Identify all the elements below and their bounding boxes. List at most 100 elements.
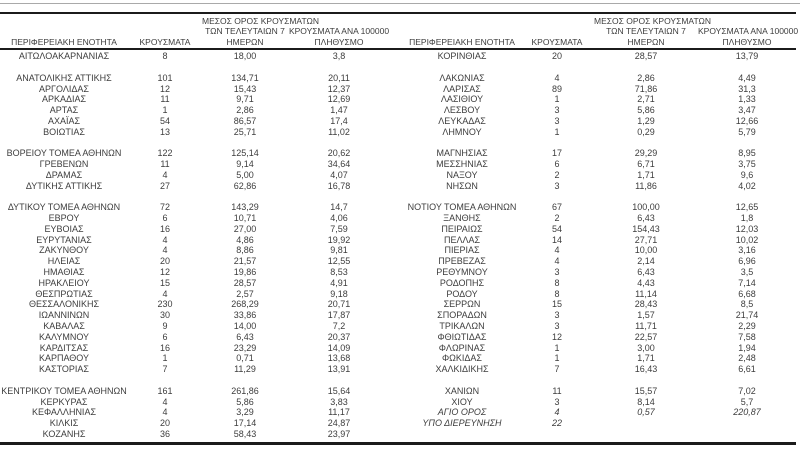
table-row: ΠΕΙΡΑΙΩΣ 54 154,43 12,03 (404, 224, 796, 235)
spacer-row (404, 191, 796, 202)
table-row: ΝΑΞΟΥ 2 1,71 9,6 (404, 170, 796, 181)
region-cell: ΝΟΤΙΟΥ ΤΟΜΕΑ ΑΘΗΝΩΝ (407, 202, 517, 213)
table-row: ΠΡΕΒΕΖΑΣ 4 2,14 6,96 (404, 256, 796, 267)
cases-cell: 54 (551, 223, 562, 234)
avg7-cell: 22,57 (634, 331, 658, 342)
column-header-cases-label: ΚΡΟΥΣΜΑΤΑ (531, 36, 583, 47)
cases-cell: 3 (554, 267, 560, 278)
per100k-cell: 4,49 (738, 72, 756, 83)
region-cell: ΕΒΡΟΥ (48, 213, 80, 224)
table-row: ΑΙΤΩΛΟΑΚΑΡΝΑΝΙΑΣ 8 18,00 3,8 (0, 51, 390, 62)
cases-cell: 15 (551, 299, 562, 310)
cases-cell: 3 (554, 105, 560, 116)
per100k-cell (288, 375, 390, 386)
region-cell: ΦΩΚΙΔΑΣ (442, 353, 482, 364)
region-cell: ΝΗΣΩΝ (446, 180, 478, 191)
spacer-row (404, 62, 796, 73)
region-cell (0, 62, 128, 73)
table-row: ΡΕΘΥΜΝΟΥ 3 6,43 3,5 (404, 267, 796, 278)
region-cell: ΞΑΝΘΗΣ (443, 213, 481, 224)
cases-cell: 122 (157, 148, 173, 159)
region-cell: ΘΕΣΣΑΛΟΝΙΚΗΣ (28, 299, 100, 310)
avg7-cell: 5,86 (236, 396, 254, 407)
cases-cell: 3 (554, 115, 560, 126)
region-cell: ΘΕΣΠΡΩΤΙΑΣ (35, 288, 93, 299)
region-cell: ΛΑΡΙΣΑΣ (443, 83, 481, 94)
avg7-cell: 1,57 (637, 310, 655, 321)
cases-cell: 4 (162, 407, 168, 418)
region-cell: ΡΕΘΥΜΝΟΥ (436, 267, 488, 278)
per100k-cell: 220,87 (733, 407, 761, 418)
table-row: ΥΠΟ ΔΙΕΡΕΥΝΗΣΗ 22 (404, 418, 796, 429)
avg7-cell: 21,57 (233, 256, 257, 267)
region-cell: ΑΙΤΩΛΟΑΚΑΡΝΑΝΙΑΣ (18, 51, 110, 62)
cases-cell: 4 (554, 407, 560, 418)
table-row: ΤΡΙΚΑΛΩΝ 3 11,71 2,29 (404, 321, 796, 332)
per100k-cell: 8,95 (738, 148, 756, 159)
avg7-cell: 8,14 (637, 396, 655, 407)
region-cell: ΚΑΡΠΑΘΟΥ (38, 353, 90, 364)
table-row: ΠΕΛΛΑΣ 14 27,71 10,02 (404, 235, 796, 246)
avg7-cell: 9,14 (236, 159, 254, 170)
region-cell: ΑΝΑΤΟΛΙΚΗΣ ΑΤΤΙΚΗΣ (16, 72, 112, 83)
region-cell: ΚΑΡΔΙΤΣΑΣ (39, 342, 89, 353)
table-row: ΑΡΚΑΔΙΑΣ 11 9,71 12,69 (0, 94, 390, 105)
table-row: ΕΥΡΥΤΑΝΙΑΣ 4 4,86 19,92 (0, 235, 390, 246)
per100k-cell: 16,78 (327, 180, 351, 191)
region-cell: ΚΑΒΑΛΑΣ (43, 321, 85, 332)
cases-cell (520, 137, 594, 148)
cases-cell: 20 (159, 256, 170, 267)
per100k-cell: 8,5 (740, 299, 754, 310)
region-cell: ΛΑΚΩΝΙΑΣ (439, 72, 485, 83)
table-row: ΞΑΝΘΗΣ 2 6,43 1,8 (404, 213, 796, 224)
region-cell: ΡΟΔΟΥ (446, 288, 478, 299)
table-row: ΛΕΥΚΑΔΑΣ 3 1,29 12,66 (404, 116, 796, 127)
per100k-cell: 12,69 (327, 94, 351, 105)
region-cell: ΠΕΙΡΑΙΩΣ (441, 223, 483, 234)
region-cell: ΦΘΙΩΤΙΔΑΣ (437, 331, 487, 342)
cases-cell: 6 (554, 159, 560, 170)
per100k-cell: 11,17 (328, 407, 350, 418)
avg7-cell: 15,57 (634, 385, 658, 396)
per100k-cell: 17,87 (327, 310, 351, 321)
table-row: ΗΜΑΘΙΑΣ 12 19,86 8,53 (0, 267, 390, 278)
cases-cell: 3 (554, 321, 560, 332)
avg7-cell: 11,86 (635, 180, 657, 191)
avg7-cell (594, 62, 698, 73)
cases-cell: 11 (160, 159, 170, 170)
per100k-cell: 1,94 (738, 342, 756, 353)
per100k-cell: 19,92 (327, 234, 351, 245)
avg7-cell: 29,29 (634, 148, 658, 159)
avg7-cell: 5,00 (236, 169, 254, 180)
spacer-row (0, 62, 390, 73)
table-row: ΚΟΡΙΝΘΙΑΣ 20 28,57 13,79 (404, 51, 796, 62)
table-row: ΒΟΙΩΤΙΑΣ 13 25,71 11,02 (0, 127, 390, 138)
avg7-cell: 2,86 (637, 72, 655, 83)
table-header: ΠΕΡΙΦΕΡΕΙΑΚΗ ΕΝΟΤΗΤΑ ΚΡΟΥΣΜΑΤΑ ΜΕΣΟΣ ΟΡΟ… (0, 14, 799, 50)
cases-cell (128, 191, 202, 202)
table-row: ΚΟΖΑΝΗΣ 36 58,43 23,97 (0, 429, 390, 440)
avg7-cell: 3,00 (637, 342, 655, 353)
per100k-cell: 3,8 (332, 51, 346, 62)
region-cell: ΜΕΣΣΗΝΙΑΣ (436, 159, 488, 170)
cases-cell: 16 (159, 223, 170, 234)
table-row: ΓΡΕΒΕΝΩΝ 11 9,14 34,64 (0, 159, 390, 170)
region-cell: ΚΑΣΤΟΡΙΑΣ (39, 364, 89, 375)
avg7-cell: 100,00 (632, 202, 660, 213)
per100k-cell: 23,97 (327, 429, 351, 440)
per100k-cell: 5,79 (738, 126, 756, 137)
column-header-per100k: ΚΡΟΥΣΜΑΤΑ ΑΝΑ 100000 ΠΛΗΘΥΣΜΟ (698, 26, 799, 47)
region-cell: ΗΛΕΙΑΣ (47, 256, 81, 267)
per100k-cell: 7,02 (738, 385, 756, 396)
table-row: ΙΩΑΝΝΙΝΩΝ 30 33,86 17,87 (0, 310, 390, 321)
region-cell: ΦΛΩΡΙΝΑΣ (438, 342, 486, 353)
per100k-cell: 12,37 (327, 83, 351, 94)
avg7-cell (202, 62, 288, 73)
avg7-cell: 14,00 (233, 321, 257, 332)
cases-cell: 161 (157, 385, 173, 396)
region-cell: ΠΙΕΡΙΑΣ (444, 245, 480, 256)
avg7-cell: 71,86 (634, 83, 658, 94)
table-row: ΛΑΡΙΣΑΣ 89 71,86 31,3 (404, 83, 796, 94)
table-row: ΗΡΑΚΛΕΙΟΥ 15 28,57 4,91 (0, 278, 390, 289)
table-body: ΑΙΤΩΛΟΑΚΑΡΝΑΝΙΑΣ 8 18,00 3,8 ΑΝΑΤΟΛΙΚΗΣ ΑΤΤΙ… (0, 50, 796, 442)
